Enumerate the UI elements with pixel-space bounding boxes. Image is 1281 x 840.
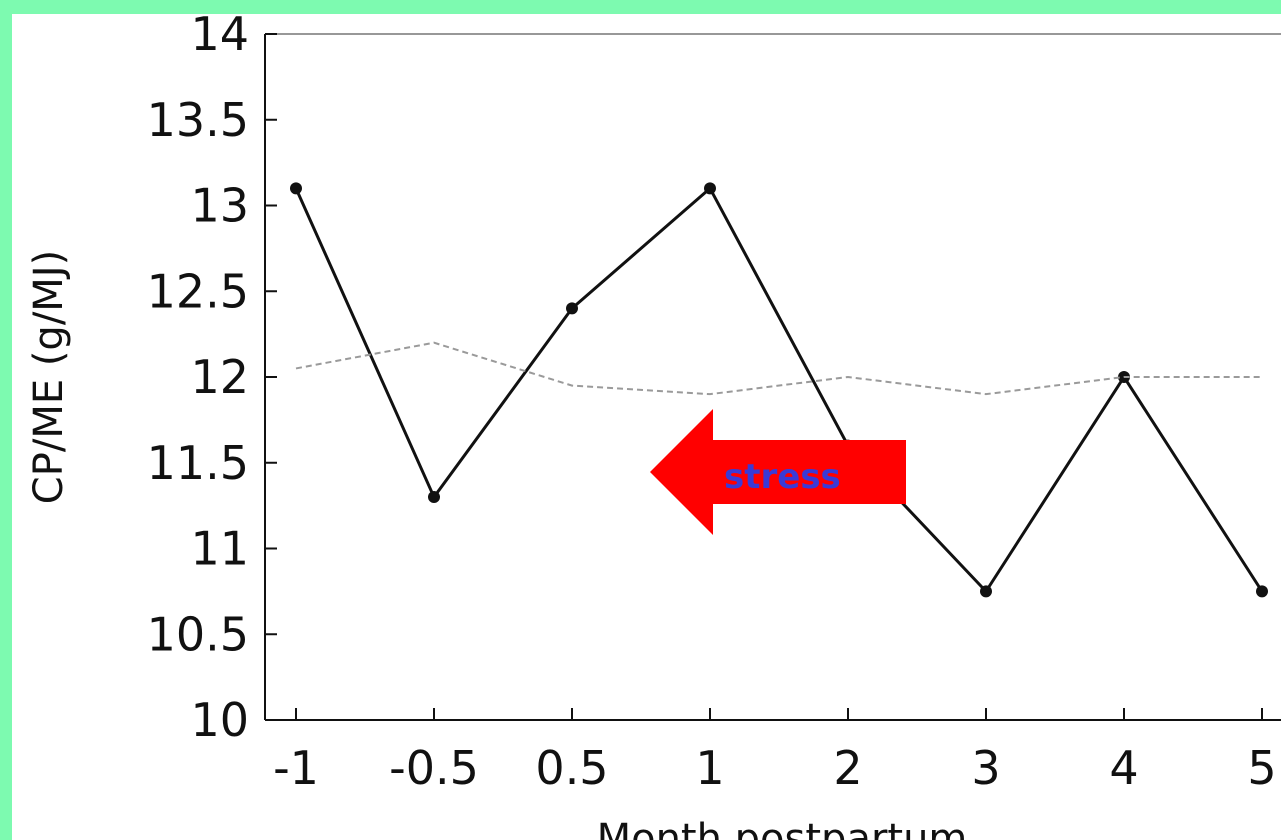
y-tick-label: 11.5 (147, 436, 249, 490)
x-tick-label: -1 (273, 741, 319, 795)
y-tick-label: 14 (190, 14, 249, 61)
x-tick-label: 1 (695, 741, 724, 795)
stress-annotation: stress (650, 409, 906, 535)
y-tick-label: 12 (190, 350, 249, 404)
series-point (428, 491, 440, 504)
y-tick-label: 12.5 (147, 264, 249, 318)
series-point (704, 182, 716, 195)
x-tick-label: -0.5 (389, 741, 479, 795)
x-ticks: -1 -0.5 0.5 1 2 3 4 5 (273, 708, 1277, 795)
x-tick-label: 0.5 (535, 741, 608, 795)
y-tick-label: 11 (190, 522, 249, 576)
y-tick-label: 13 (190, 179, 249, 233)
series-point (566, 302, 578, 315)
y-ticks: 10 10.5 11 11.5 12 12.5 13 13.5 14 (147, 14, 277, 747)
y-axis-title: CP/ME (g/MJ) (26, 250, 72, 504)
series-point (980, 585, 992, 598)
series-point (290, 182, 302, 195)
y-tick-label: 10.5 (147, 607, 249, 661)
stress-label: stress (724, 457, 841, 497)
series-line-1 (294, 185, 1264, 594)
x-tick-label: 2 (833, 741, 862, 795)
x-tick-label: 5 (1247, 741, 1276, 795)
x-axis-title: Month postpartum (597, 816, 968, 840)
series-line-2 (295, 341, 1262, 396)
series-layer (290, 182, 1268, 598)
chart-frame: 10 10.5 11 11.5 12 12.5 13 13.5 14 -1 -0.5 0.5 1 2 3 4… (12, 14, 1281, 840)
stress-arrow (650, 409, 906, 535)
y-tick-label: 10 (190, 693, 249, 747)
x-tick-label: 3 (971, 741, 1000, 795)
series-point (1256, 585, 1268, 598)
y-tick-label: 13.5 (147, 93, 249, 147)
x-tick-label: 4 (1109, 741, 1138, 795)
